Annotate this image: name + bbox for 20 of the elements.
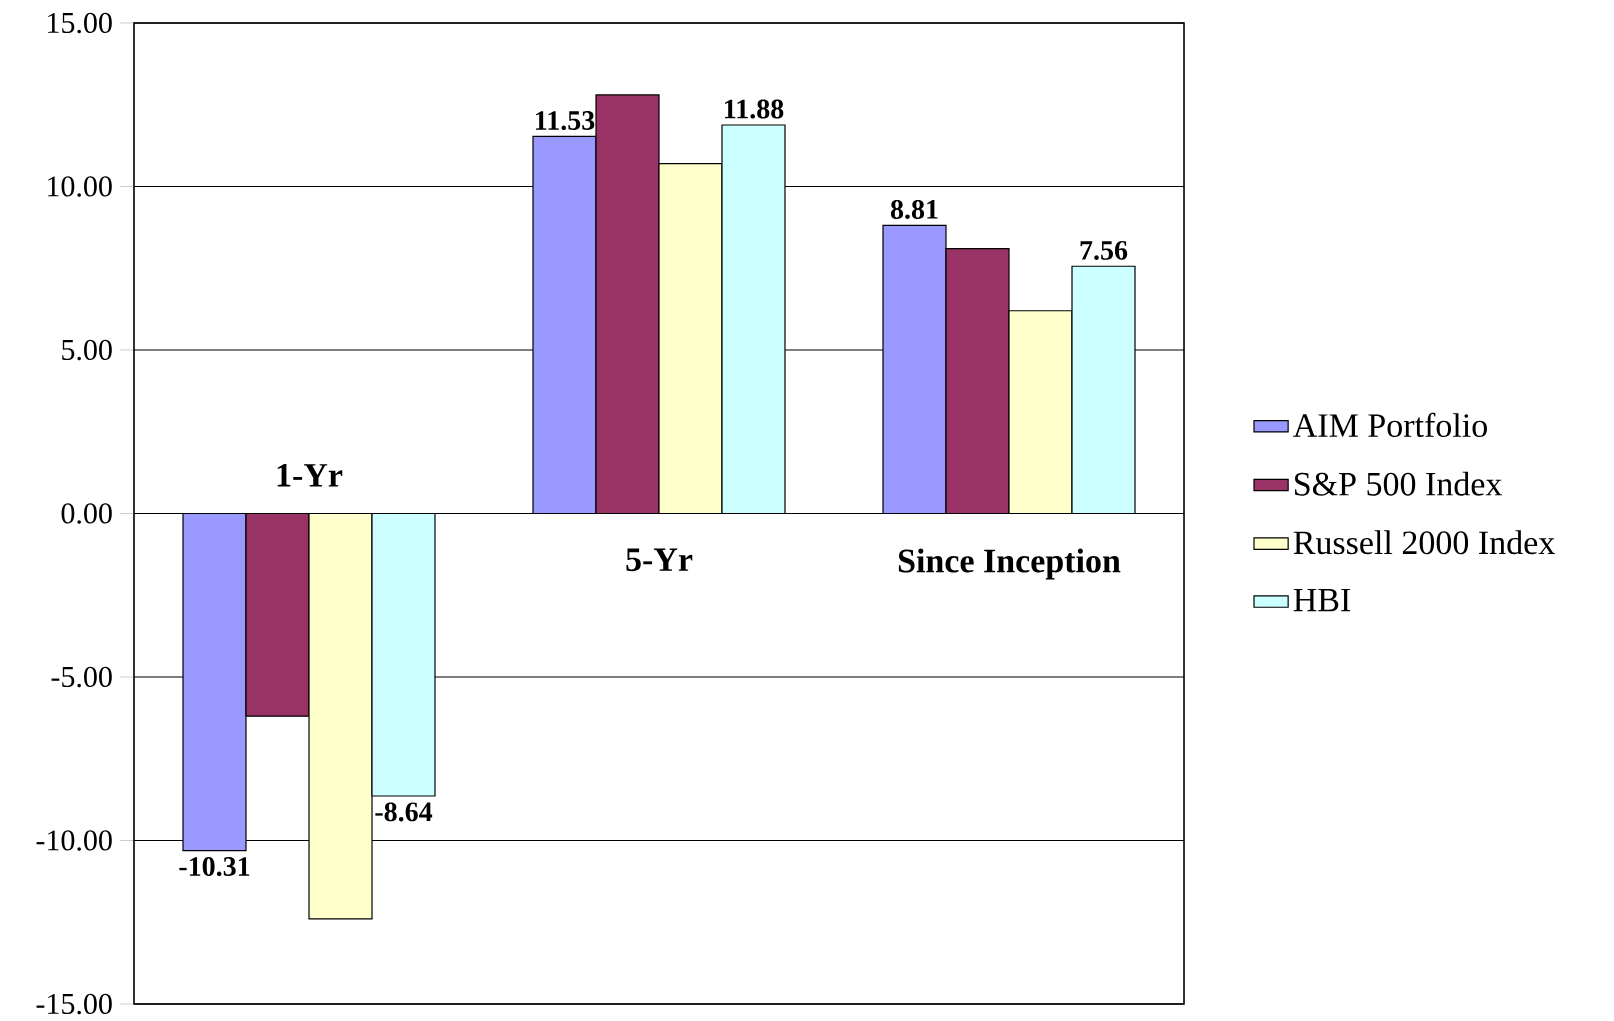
y-tick-label: 10.00: [48, 176, 112, 197]
x-tick-label: 5-Yr: [626, 548, 693, 572]
data-label: 7.56: [1080, 240, 1128, 260]
x-tick-label: Since Inception: [898, 548, 1121, 580]
y-tick-label: -10.00: [36, 830, 112, 851]
legend-label: Russell 2000 Index: [1293, 530, 1555, 555]
data-label: 11.53: [536, 111, 595, 131]
y-tick-label: -15.00: [36, 993, 112, 1015]
data-label: 11.88: [725, 99, 784, 119]
legend-label: HBI: [1293, 588, 1351, 612]
data-label: 8.81: [890, 199, 938, 220]
x-tick-label: 1-Yr: [277, 463, 343, 487]
legend-label: AIM Portfolio: [1293, 412, 1487, 438]
y-tick-label: 15.00: [48, 12, 112, 34]
y-tick-label: 0.00: [61, 503, 112, 524]
legend-label: S&P 500 Index: [1295, 471, 1503, 496]
data-label: -10.31: [179, 857, 250, 877]
data-label: -8.64: [375, 802, 433, 822]
y-tick-label: -5.00: [51, 666, 112, 688]
y-tick-label: 5.00: [62, 339, 112, 361]
